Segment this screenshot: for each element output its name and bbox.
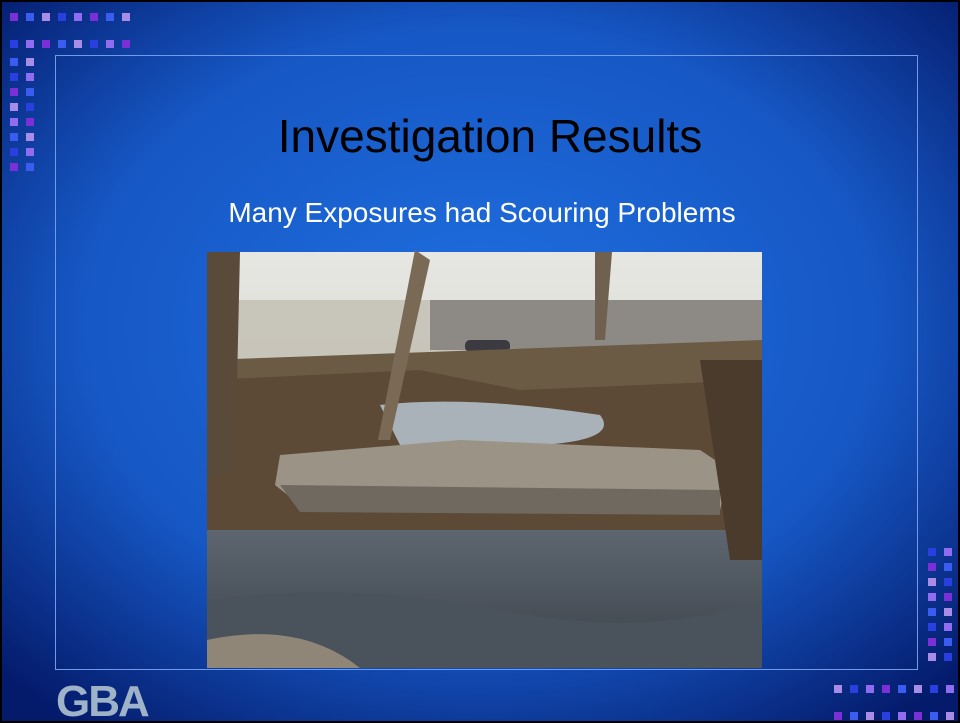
deco-square [26, 118, 34, 126]
deco-square [944, 593, 952, 601]
deco-square [928, 593, 936, 601]
deco-square [10, 163, 18, 171]
slide-subtitle: Many Exposures had Scouring Problems [228, 197, 735, 228]
deco-square [10, 40, 18, 48]
deco-square [944, 608, 952, 616]
deco-square [944, 638, 952, 646]
deco-square [930, 685, 938, 693]
deco-square [106, 40, 114, 48]
deco-square [914, 685, 922, 693]
deco-square [42, 40, 50, 48]
deco-square [26, 88, 34, 96]
deco-square [10, 13, 18, 21]
deco-square [26, 133, 34, 141]
deco-square [944, 623, 952, 631]
deco-square [74, 13, 82, 21]
deco-square [26, 163, 34, 171]
deco-square [898, 685, 906, 693]
page: Investigation Results Many Exposures had… [0, 0, 960, 723]
deco-square [58, 13, 66, 21]
slide: Investigation Results Many Exposures had… [0, 0, 960, 723]
deco-square [58, 40, 66, 48]
deco-square [26, 13, 34, 21]
deco-square [944, 548, 952, 556]
deco-square [834, 712, 842, 720]
deco-square [850, 685, 858, 693]
slide-title: Investigation Results [278, 110, 702, 162]
deco-square [944, 653, 952, 661]
logo: GBA [56, 677, 149, 723]
deco-square [90, 40, 98, 48]
deco-square [866, 685, 874, 693]
deco-square [26, 73, 34, 81]
deco-square [10, 88, 18, 96]
deco-square [946, 712, 954, 720]
deco-square [26, 148, 34, 156]
deco-square [882, 712, 890, 720]
deco-square [928, 638, 936, 646]
deco-square [944, 578, 952, 586]
deco-square [944, 563, 952, 571]
deco-square [930, 712, 938, 720]
deco-square [10, 118, 18, 126]
deco-square [74, 40, 82, 48]
deco-square [122, 40, 130, 48]
deco-square [90, 13, 98, 21]
deco-square [10, 58, 18, 66]
deco-square [26, 58, 34, 66]
deco-square [106, 13, 114, 21]
deco-square [882, 685, 890, 693]
deco-square [42, 13, 50, 21]
deco-square [866, 712, 874, 720]
deco-square [10, 133, 18, 141]
deco-square [10, 103, 18, 111]
deco-square [26, 103, 34, 111]
deco-square [10, 73, 18, 81]
deco-square [928, 578, 936, 586]
deco-square [928, 623, 936, 631]
deco-square [928, 548, 936, 556]
deco-square [914, 712, 922, 720]
deco-square [928, 608, 936, 616]
deco-square [928, 653, 936, 661]
deco-square [850, 712, 858, 720]
photo [207, 250, 762, 668]
deco-square [10, 148, 18, 156]
deco-square [834, 685, 842, 693]
deco-square [928, 563, 936, 571]
deco-square [26, 40, 34, 48]
deco-square [898, 712, 906, 720]
deco-square [122, 13, 130, 21]
deco-square [946, 685, 954, 693]
